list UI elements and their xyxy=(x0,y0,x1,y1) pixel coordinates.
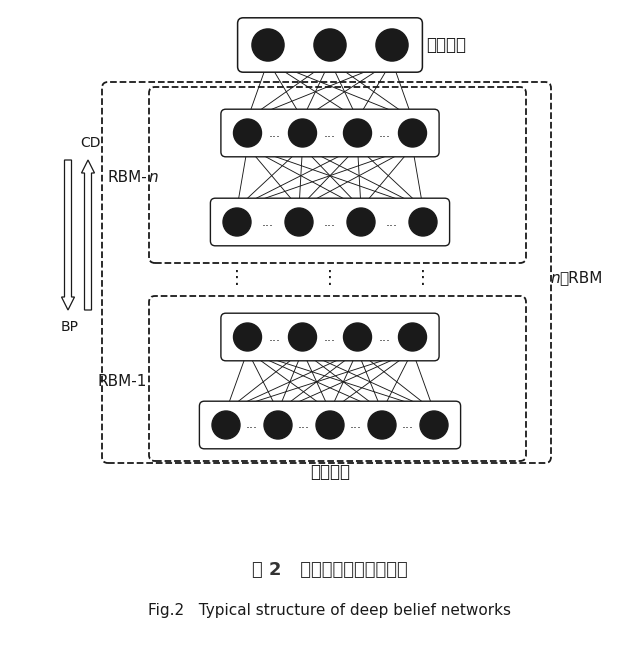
FancyBboxPatch shape xyxy=(210,198,450,246)
Text: 数据输入: 数据输入 xyxy=(310,463,350,481)
Text: ...: ... xyxy=(355,38,368,52)
Text: ...: ... xyxy=(379,127,391,139)
FancyBboxPatch shape xyxy=(221,109,439,157)
Circle shape xyxy=(316,411,344,439)
Circle shape xyxy=(233,119,261,147)
Text: Fig.2   Typical structure of deep belief networks: Fig.2 Typical structure of deep belief n… xyxy=(148,602,512,618)
Text: BP: BP xyxy=(61,320,79,334)
FancyBboxPatch shape xyxy=(238,18,422,72)
FancyBboxPatch shape xyxy=(199,401,461,449)
Text: ...: ... xyxy=(324,330,336,344)
Polygon shape xyxy=(61,160,74,310)
Circle shape xyxy=(314,29,346,61)
Text: RBM-1: RBM-1 xyxy=(98,373,147,389)
Circle shape xyxy=(223,208,251,236)
Circle shape xyxy=(288,323,317,351)
Text: CD: CD xyxy=(80,136,100,150)
Text: ...: ... xyxy=(386,216,398,228)
Text: ⋮: ⋮ xyxy=(321,269,339,287)
Text: ...: ... xyxy=(262,216,274,228)
Polygon shape xyxy=(81,160,95,310)
Text: ...: ... xyxy=(324,216,336,228)
Text: ...: ... xyxy=(379,330,391,344)
Text: ⋮: ⋮ xyxy=(414,269,432,287)
Circle shape xyxy=(347,208,375,236)
Circle shape xyxy=(343,119,372,147)
Text: ...: ... xyxy=(350,419,362,431)
Text: 图 2   典型深度置信网络结构: 图 2 典型深度置信网络结构 xyxy=(252,561,408,579)
Text: ...: ... xyxy=(402,419,414,431)
Circle shape xyxy=(264,411,292,439)
Circle shape xyxy=(420,411,448,439)
Text: 分类输出: 分类输出 xyxy=(426,36,466,54)
Circle shape xyxy=(288,119,317,147)
Circle shape xyxy=(376,29,408,61)
FancyBboxPatch shape xyxy=(221,313,439,361)
Text: RBM-: RBM- xyxy=(107,170,147,185)
Circle shape xyxy=(399,323,427,351)
Text: 层RBM: 层RBM xyxy=(559,271,603,285)
Text: ...: ... xyxy=(269,127,281,139)
Circle shape xyxy=(368,411,396,439)
Text: ...: ... xyxy=(246,419,258,431)
Circle shape xyxy=(285,208,313,236)
Text: ...: ... xyxy=(324,127,336,139)
Text: ⋮: ⋮ xyxy=(228,269,246,287)
Text: ...: ... xyxy=(292,38,305,52)
Text: ...: ... xyxy=(298,419,310,431)
Text: n: n xyxy=(550,271,560,285)
Circle shape xyxy=(233,323,261,351)
Circle shape xyxy=(343,323,372,351)
Circle shape xyxy=(212,411,240,439)
Circle shape xyxy=(399,119,427,147)
Circle shape xyxy=(252,29,284,61)
Text: ...: ... xyxy=(269,330,281,344)
Text: n: n xyxy=(148,170,158,185)
Circle shape xyxy=(409,208,437,236)
